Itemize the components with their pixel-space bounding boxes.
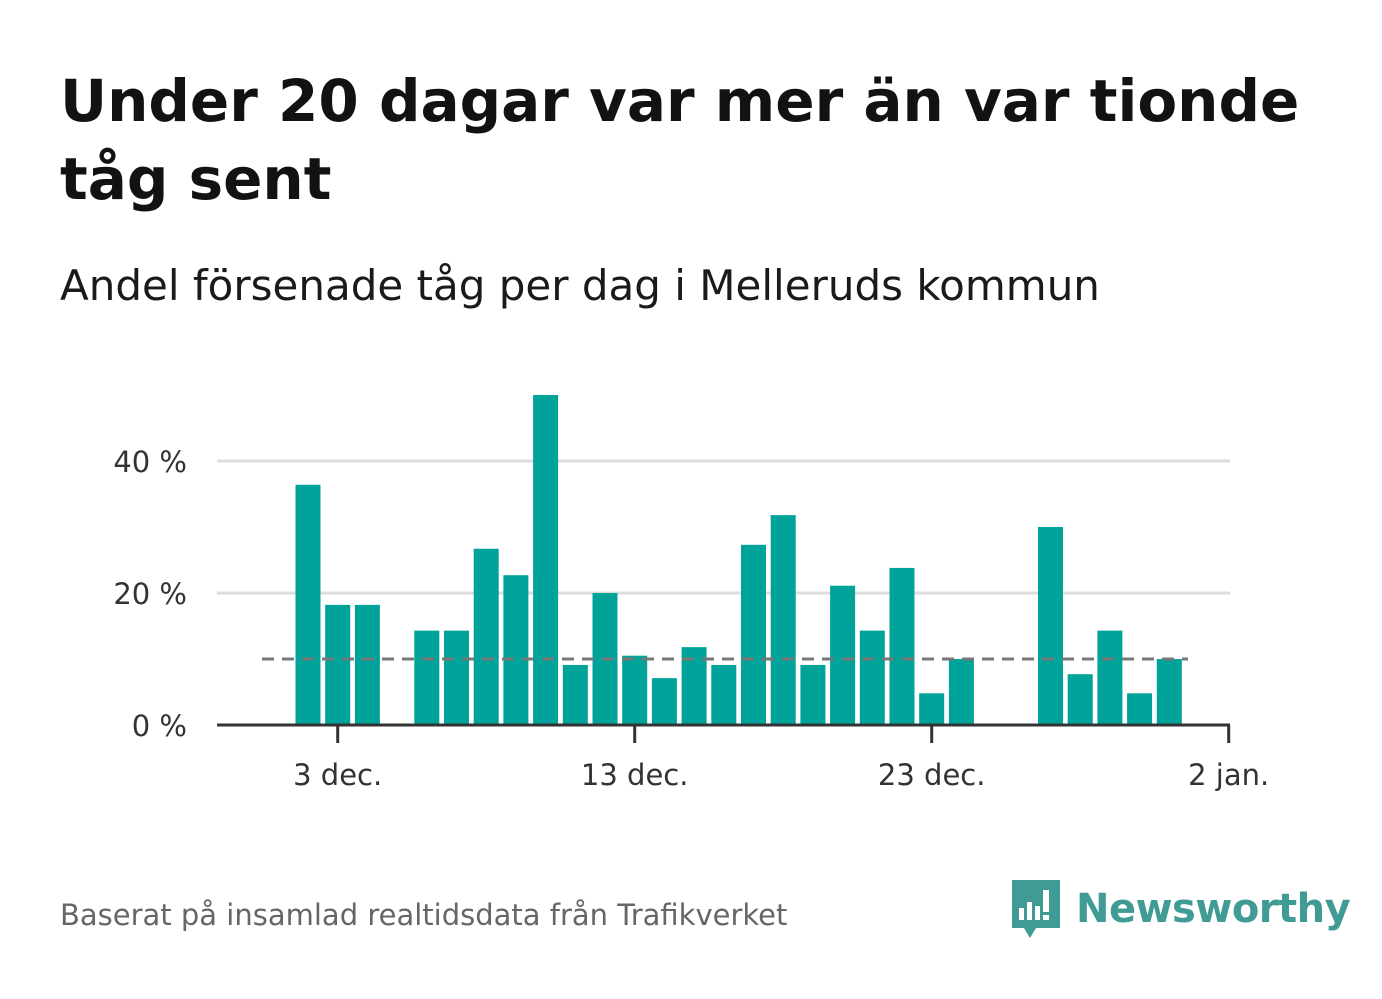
bar [1097,630,1123,725]
bar [354,604,380,725]
bar [325,604,351,725]
bar [919,693,945,725]
x-tick-label: 2 jan. [1188,758,1269,792]
x-tick-label: 23 dec. [878,758,986,792]
newsworthy-logo-icon [1012,880,1060,938]
bar [503,575,529,725]
bar [651,678,677,725]
bars [295,395,1182,725]
bar [414,630,440,725]
bar [622,655,648,725]
y-tick-label: 0 % [132,709,187,743]
bar [1127,693,1153,725]
bar [800,664,826,725]
bar [562,664,588,725]
chart-title: Under 20 dagar var mer än var tionde tåg… [60,67,1300,213]
bar [444,630,469,725]
bar [770,515,796,725]
bar [889,567,915,725]
y-tick-label: 20 % [113,577,187,611]
bar [741,544,766,725]
bar [1038,527,1063,725]
gridlines [217,459,1230,595]
bar [1156,659,1182,725]
brand-logo: Newsworthy [1010,876,1351,942]
bar [711,664,737,725]
bar [295,484,321,725]
x-tick-label: 3 dec. [293,758,382,792]
bar [859,630,885,725]
brand-name: Newsworthy [1076,886,1351,932]
bar [473,548,499,725]
bar [1067,674,1093,725]
y-tick-label: 40 % [113,445,187,479]
bar [948,659,974,725]
source-note: Baserat på insamlad realtidsdata från Tr… [60,898,788,932]
chart-subtitle: Andel försenade tåg per dag i Melleruds … [60,261,1100,310]
bar [830,585,856,725]
x-tick-label: 13 dec. [581,758,689,792]
bar [533,395,559,725]
axes: 0 % 20 % 40 % 3 dec. 13 dec. 23 dec. 2 jan. [113,445,1269,792]
